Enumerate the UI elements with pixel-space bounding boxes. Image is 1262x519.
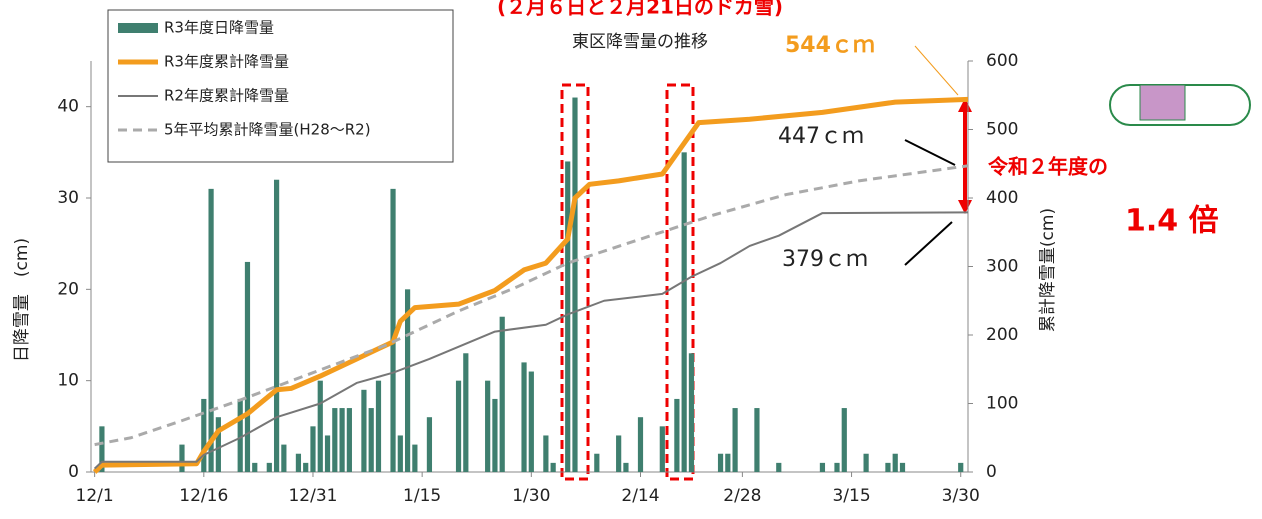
- annotation: 544ｃｍ: [785, 33, 875, 58]
- y-tick-label: 0: [68, 462, 79, 482]
- bar: [485, 381, 490, 472]
- x-tick-label: 1/30: [512, 486, 550, 506]
- bar: [521, 362, 526, 472]
- bar: [492, 399, 497, 472]
- x-tick-label: 1/15: [403, 486, 441, 506]
- pointer: [915, 46, 958, 95]
- bar: [427, 417, 432, 472]
- bar: [179, 445, 184, 472]
- bar: [893, 454, 898, 472]
- bar: [456, 381, 461, 472]
- chart: (２月６日と２月21日のドカ雪) 東区降雪量の推移 日降雪量 (cm) 累計降雪…: [0, 0, 1262, 519]
- top-note: (２月６日と２月21日のドカ雪): [497, 0, 783, 19]
- legend-label: R3年度累計降雪量: [164, 53, 289, 71]
- bar: [369, 408, 374, 472]
- bar: [303, 463, 308, 472]
- bar: [238, 399, 243, 472]
- bar: [718, 454, 723, 472]
- bar: [733, 408, 738, 472]
- annotation: 令和２年度の: [988, 155, 1108, 179]
- y-tick-label: 40: [57, 97, 79, 117]
- shovel-illustration: [1140, 85, 1185, 120]
- x-tick-label: 2/14: [621, 486, 659, 506]
- legend-swatch: [118, 23, 158, 33]
- bar: [310, 426, 315, 472]
- bar: [864, 454, 869, 472]
- annotation: 1.4 倍: [1125, 204, 1219, 239]
- bar: [245, 262, 250, 472]
- y-tick-label: 30: [57, 188, 79, 208]
- bar: [332, 408, 337, 472]
- bar: [529, 372, 534, 472]
- y2-tick-label: 100: [986, 394, 1018, 414]
- bar: [834, 463, 839, 472]
- bar: [660, 426, 665, 472]
- page: {"chart_data":{"type":"combo", "top_note…: [0, 0, 1262, 519]
- bar: [252, 463, 257, 472]
- y2-tick-label: 200: [986, 325, 1018, 345]
- bar: [412, 445, 417, 472]
- bar: [842, 408, 847, 472]
- bar: [776, 463, 781, 472]
- bar: [594, 454, 599, 472]
- bar: [296, 454, 301, 472]
- bar: [318, 381, 323, 472]
- bar: [551, 463, 556, 472]
- bar: [820, 463, 825, 472]
- bar: [361, 390, 366, 472]
- y-tick-label: 10: [57, 371, 79, 391]
- bar: [201, 399, 206, 472]
- bar: [281, 445, 286, 472]
- annotation: 447ｃｍ: [778, 124, 864, 149]
- bar: [754, 408, 759, 472]
- bar: [572, 98, 577, 472]
- bar: [398, 435, 403, 472]
- bar: [325, 435, 330, 472]
- bar: [900, 463, 905, 472]
- annotation: 379ｃｍ: [782, 247, 868, 272]
- x-tick-label: 12/16: [179, 486, 228, 506]
- x-tick-label: 12/31: [288, 486, 337, 506]
- bar: [638, 417, 643, 472]
- bar: [682, 152, 687, 472]
- bar: [565, 161, 570, 472]
- y2-tick-label: 300: [986, 257, 1018, 277]
- y2-tick-label: 400: [986, 188, 1018, 208]
- bar: [725, 454, 730, 472]
- bar: [208, 189, 213, 472]
- bar: [958, 463, 963, 472]
- y2-tick-label: 500: [986, 120, 1018, 140]
- legend-label: R3年度日降雪量: [164, 19, 274, 37]
- bar: [500, 317, 505, 472]
- y2-tick-label: 600: [986, 51, 1018, 71]
- bar: [674, 399, 679, 472]
- bar: [274, 180, 279, 472]
- x-tick-label: 2/28: [723, 486, 761, 506]
- bar: [689, 353, 694, 472]
- y-tick-label: 20: [57, 279, 79, 299]
- bar: [347, 408, 352, 472]
- bar: [376, 381, 381, 472]
- pointer: [905, 222, 952, 265]
- legend-label: 5年平均累計降雪量(H28～R2): [164, 121, 371, 139]
- bar: [623, 463, 628, 472]
- y2-axis-title: 累計降雪量(cm): [1038, 208, 1058, 332]
- bar: [267, 463, 272, 472]
- bar: [216, 417, 221, 472]
- y-axis-title: 日降雪量 (cm): [12, 238, 32, 362]
- pointer: [905, 140, 955, 165]
- chart-title: 東区降雪量の推移: [572, 32, 708, 52]
- legend-label: R2年度累計降雪量: [164, 87, 289, 105]
- bar: [339, 408, 344, 472]
- bar: [463, 353, 468, 472]
- x-tick-label: 12/1: [76, 486, 114, 506]
- x-tick-label: 3/15: [832, 486, 870, 506]
- y2-tick-label: 0: [986, 462, 997, 482]
- bar: [885, 463, 890, 472]
- x-tick-label: 3/30: [942, 486, 980, 506]
- bar: [543, 435, 548, 472]
- bar: [616, 435, 621, 472]
